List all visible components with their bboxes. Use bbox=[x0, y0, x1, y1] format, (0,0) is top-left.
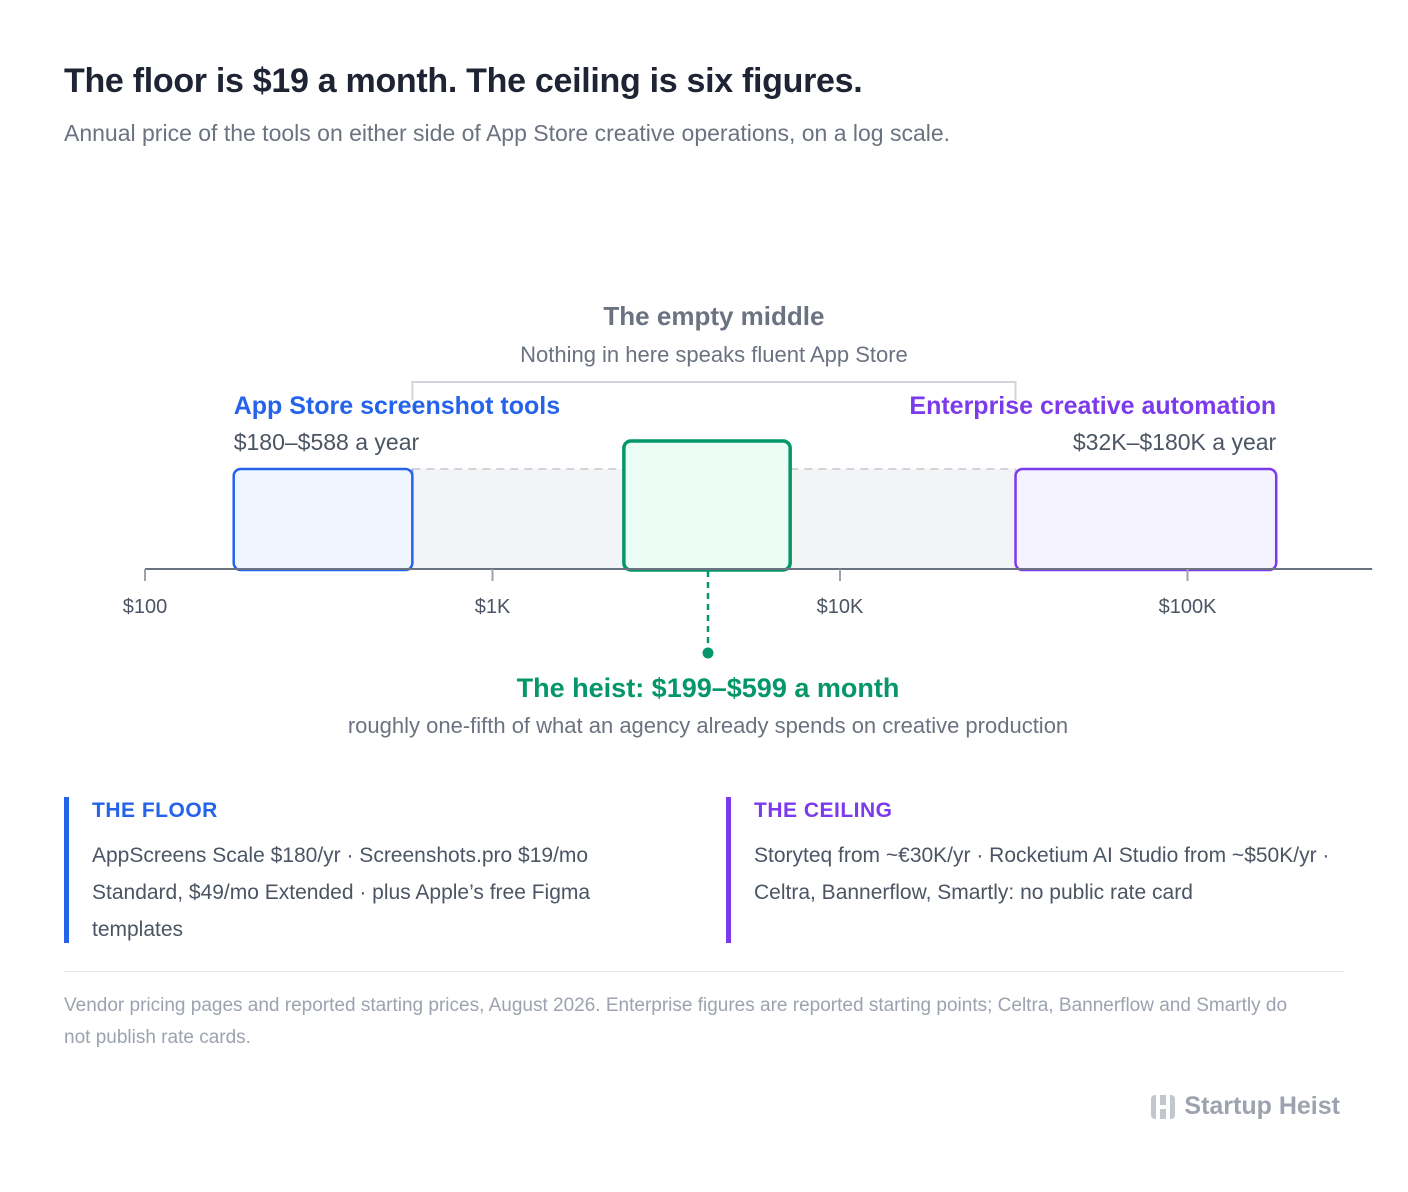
heist-label: The heist: $199–$599 a month bbox=[517, 673, 900, 703]
ceiling-range-bar bbox=[1014, 467, 1278, 572]
brand-logo: Startup Heist bbox=[1150, 1092, 1340, 1121]
heist-sublabel: roughly one-fifth of what an agency alre… bbox=[348, 713, 1068, 738]
ceiling-range-sublabel: $32K–$180K a year bbox=[1073, 429, 1277, 455]
floor-note-heading: THE FLOOR bbox=[92, 799, 218, 822]
x-tick-label: $100K bbox=[1159, 596, 1217, 618]
ceiling-note-heading: THE CEILING bbox=[754, 799, 893, 822]
brand-name: Startup Heist bbox=[1184, 1092, 1340, 1120]
x-tick-label: $100 bbox=[123, 596, 168, 618]
ceiling-note-body: Storyteq from ~€30K/yr · Rocketium AI St… bbox=[754, 844, 1330, 904]
ceiling-note: THE CEILING Storyteq from ~€30K/yr · Roc… bbox=[726, 797, 1351, 943]
gap-bracket bbox=[411, 381, 1017, 400]
gap-sublabel: Nothing in here speaks fluent App Store bbox=[520, 342, 908, 367]
page-title: The floor is $19 a month. The ceiling is… bbox=[64, 62, 863, 100]
floor-range-label: App Store screenshot tools bbox=[234, 392, 560, 420]
floor-range-bar bbox=[232, 467, 414, 572]
gap-label: The empty middle bbox=[603, 301, 824, 331]
floor-note-body: AppScreens Scale $180/yr · Screenshots.p… bbox=[92, 844, 591, 941]
heist-leader-dot bbox=[702, 647, 714, 659]
heist-range-bar bbox=[622, 439, 792, 572]
ceiling-range-label: Enterprise creative automation bbox=[909, 392, 1276, 420]
x-tick-label: $10K bbox=[817, 596, 864, 618]
price-range-chart: The empty middle Nothing in here speaks f… bbox=[123, 301, 1373, 738]
heist-logo-icon bbox=[1151, 1094, 1176, 1119]
source-note: Vendor pricing pages and reported starti… bbox=[64, 995, 1288, 1048]
footer-divider bbox=[64, 971, 1344, 972]
x-tick-label: $1K bbox=[475, 596, 511, 618]
floor-note: THE FLOOR AppScreens Scale $180/yr · Scr… bbox=[64, 797, 669, 943]
page-subtitle: Annual price of the tools on either side… bbox=[64, 120, 951, 146]
floor-range-sublabel: $180–$588 a year bbox=[234, 429, 420, 455]
